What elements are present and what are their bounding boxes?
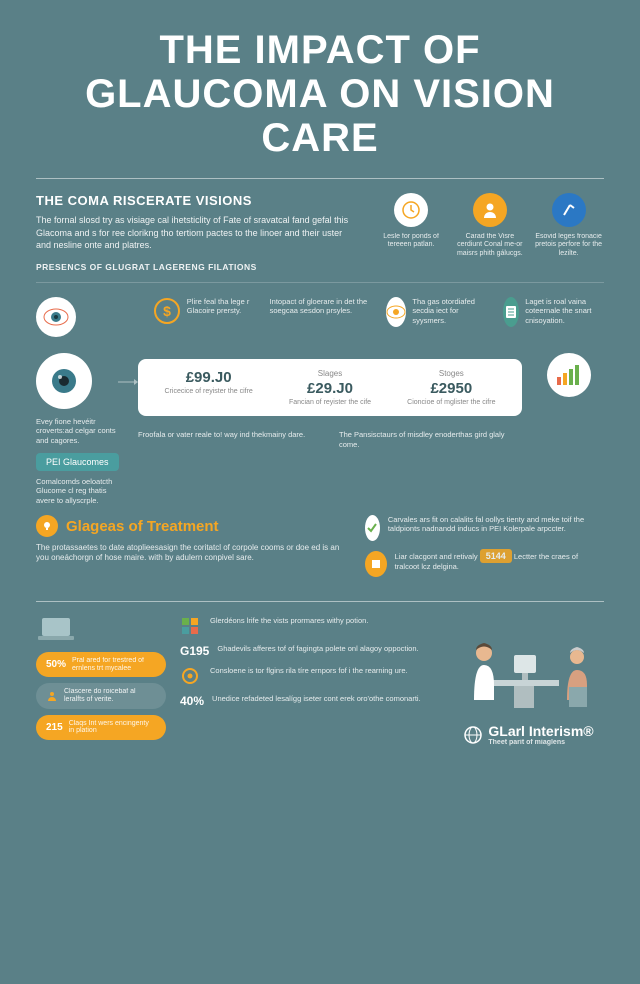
eye-caption: Evey fione hevéitr croverts:ad celgar co…: [36, 417, 126, 445]
icon-caption: Lesle for ponds of tereeen patlan.: [376, 233, 447, 250]
svg-text:$: $: [163, 303, 171, 319]
eye-dot-icon: [386, 297, 406, 327]
logo-tagline: Theet parit of miaglens: [488, 739, 593, 746]
info-text: Ghadevils afferes tof of fagingta polete…: [217, 644, 418, 653]
check-icon: [552, 193, 586, 227]
badge-icon: [365, 551, 387, 577]
tick-icon: [365, 515, 380, 541]
eye-large-icon: [36, 353, 92, 409]
divider: [36, 601, 604, 602]
treatment-heading: Glageas of Treatment: [66, 518, 219, 535]
laptop-icon: [36, 616, 166, 644]
info-text: Unedice refadeted lesalígg iseter cont e…: [212, 694, 421, 703]
divider: [36, 282, 604, 283]
stage-label: Slages: [273, 369, 386, 378]
eye-icon: [36, 297, 76, 337]
stage-price: £99.J0: [152, 369, 265, 386]
stat-pill: 215 Claqs Int wers encingenty in plation: [36, 715, 166, 740]
stat-value: 215: [46, 722, 63, 733]
info-text: Glerdéons lrife the vists prormares with…: [210, 616, 368, 625]
feature-text: Intopact of gloerare in det the soegcaa …: [270, 297, 371, 316]
stages-card: £99.J0 Cricecice of reyister the cifre S…: [138, 359, 522, 417]
chart-caption: The Pansisctaurs of misdley enoderthas g…: [339, 430, 522, 449]
tag-button[interactable]: PEI Glaucomes: [36, 453, 119, 471]
arrow-icon: [118, 378, 138, 386]
stage-desc: Cioncioe of mglister the cifre: [395, 399, 508, 407]
list-icon: [503, 297, 519, 327]
person-sm-icon: [46, 690, 58, 702]
stage-price: £29.J0: [273, 380, 386, 397]
stat-label: Clascere do roicebaf al leralfts of veri…: [64, 688, 156, 703]
chart-caption: Froofala or vater reale to! way ind thek…: [138, 430, 321, 449]
sub-label: PRESENCS OF GLUGRAT LAGERENG FILATIONS: [36, 262, 356, 272]
stat-label: Pral ared for trestred of ernlens trt my…: [72, 657, 156, 672]
icon-caption: Carad the Visre cerdiunt Conal me-or mai…: [454, 233, 525, 258]
badge-number: 5144: [480, 549, 512, 563]
grid-icon: [180, 616, 202, 636]
info-text: Consloene is tor flgins rila tíre ernpor…: [210, 666, 408, 675]
stage-desc: Fancian of reyister the cife: [273, 399, 386, 407]
stat-pill: 50% Pral ared for trestred of ernlens tr…: [36, 652, 166, 677]
clock-icon: [394, 193, 428, 227]
treatment-body: The protassaetes to date atoplieesasign …: [36, 543, 347, 563]
globe-icon: [464, 726, 482, 744]
side-text: Liar clacgont and retivaly 5144 Lectter …: [395, 551, 604, 572]
bulb-icon: [36, 515, 58, 537]
intro-text: The fornal slosd try as visiage cal ihet…: [36, 214, 356, 252]
stage-desc: Cricecice of reyister the cifre: [152, 388, 265, 396]
page-title: THE IMPACT OF GLAUCOMA ON VISION CARE: [36, 28, 604, 160]
side-text: Carvales ars fit on calalits fal oollys …: [388, 515, 604, 534]
bar-chart-icon: [547, 353, 591, 397]
stat-value: 50%: [46, 659, 66, 670]
gear-icon: [180, 666, 202, 686]
tag-caption: Comalcomds oeloatcth Glucome cl reg that…: [36, 477, 126, 505]
feature-text: Plire feal tha lege r Glacoire prersty.: [187, 297, 254, 316]
feature-text: Laget is roal vaina coteernale the snart…: [525, 297, 604, 325]
divider: [36, 178, 604, 179]
stage-label: Stoges: [395, 369, 508, 378]
section-heading: THE COMA RISCERATE VISIONS: [36, 193, 356, 208]
feature-text: Tha gas otordiafed secdia iect for syysm…: [412, 297, 487, 325]
icon-caption: Esovid leges fronacie pretois perfore fo…: [533, 233, 604, 258]
dollar-icon: $: [153, 297, 181, 325]
stat-label: Claqs Int wers encingenty in plation: [69, 720, 156, 735]
doctor-illustration: [459, 625, 599, 715]
stat-pill: Clascere do roicebaf al leralfts of veri…: [36, 683, 166, 708]
stat-value: 40%: [180, 694, 204, 708]
person-icon: [473, 193, 507, 227]
stage-price: £2950: [395, 380, 508, 397]
logo-name: GLarl Interism®: [488, 723, 593, 739]
stat-value: G195: [180, 644, 209, 658]
logo: GLarl Interism® Theet parit of miaglens: [464, 723, 593, 746]
